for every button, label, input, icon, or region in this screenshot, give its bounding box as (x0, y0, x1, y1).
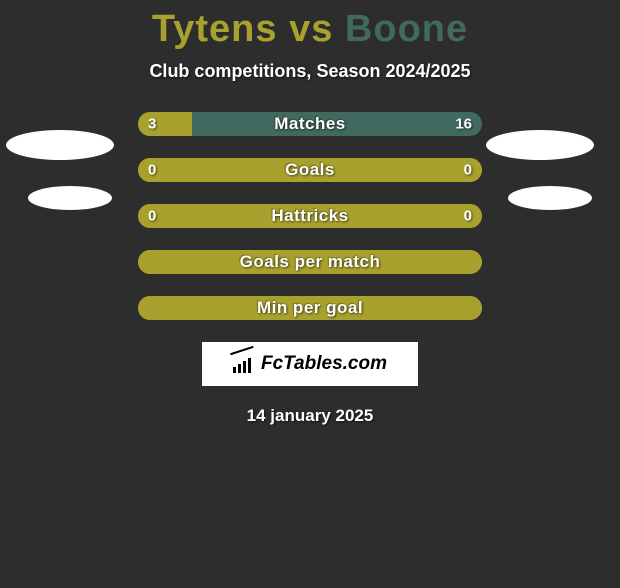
ellipse-right_top (486, 130, 594, 160)
bars-container: 316Matches 00Goals 00Hattricks Goals per ma… (138, 112, 482, 320)
player2-name: Boone (345, 8, 468, 50)
logo-text: FcTables.com (261, 353, 387, 375)
ellipse-right_bot (508, 186, 592, 210)
bar-label: Min per goal (138, 298, 482, 318)
vs-text: vs (278, 8, 345, 50)
bar-label: Hattricks (138, 206, 482, 226)
player1-name: Tytens (152, 8, 278, 50)
logo-box: FcTables.com (202, 342, 418, 386)
bar-row: 00Goals (138, 158, 482, 182)
bar-row: Min per goal (138, 296, 482, 320)
bar-row: Goals per match (138, 250, 482, 274)
subtitle: Club competitions, Season 2024/2025 (0, 61, 620, 82)
bar-label: Goals per match (138, 252, 482, 272)
bar-row: 316Matches (138, 112, 482, 136)
ellipse-left_top (6, 130, 114, 160)
ellipse-left_bot (28, 186, 112, 210)
date-text: 14 january 2025 (0, 406, 620, 426)
page-title: Tytens vs Boone (0, 8, 620, 51)
chart-icon (233, 355, 255, 373)
bar-label: Matches (138, 114, 482, 134)
bar-label: Goals (138, 160, 482, 180)
bar-row: 00Hattricks (138, 204, 482, 228)
